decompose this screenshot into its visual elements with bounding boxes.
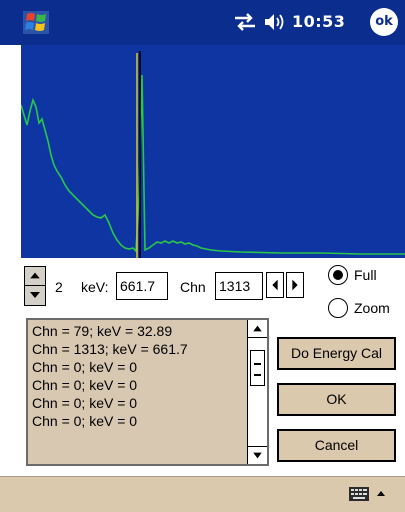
radio-zoom[interactable] <box>328 298 348 318</box>
list-item[interactable]: Chn = 0; keV = 0 <box>32 413 138 429</box>
triangle-down-icon <box>253 452 262 459</box>
chevron-up-icon[interactable] <box>374 487 388 501</box>
chn-input[interactable]: 1313 <box>215 272 263 300</box>
list-scrollbar[interactable] <box>247 320 267 464</box>
ok-title-button[interactable]: ok <box>370 8 398 36</box>
triangle-left-icon <box>272 279 278 291</box>
do-energy-cal-button[interactable]: Do Energy Cal <box>277 337 396 370</box>
triangle-up-icon <box>253 325 262 332</box>
list-item[interactable]: Chn = 0; keV = 0 <box>32 377 138 393</box>
ok-button[interactable]: OK <box>277 383 396 416</box>
scroll-down-button[interactable] <box>248 446 267 464</box>
scroll-thumb[interactable] <box>250 350 265 386</box>
triangle-down-icon <box>30 292 40 298</box>
spin-up-button[interactable] <box>25 267 45 286</box>
scroll-up-button[interactable] <box>248 320 267 338</box>
triangle-up-icon <box>30 272 40 279</box>
kev-input[interactable]: 661.7 <box>116 272 168 300</box>
spin-value: 2 <box>55 279 63 295</box>
chn-left-button[interactable] <box>266 272 284 298</box>
radio-zoom-label: Zoom <box>354 300 390 316</box>
list-item[interactable]: Chn = 1313; keV = 661.7 <box>32 341 188 357</box>
keyboard-icon[interactable] <box>348 486 370 502</box>
radio-full[interactable] <box>328 265 348 285</box>
windows-logo-icon[interactable] <box>21 9 51 36</box>
channel-spinner[interactable] <box>24 266 46 306</box>
spectrum-plot[interactable] <box>21 45 405 258</box>
connectivity-icon[interactable] <box>232 12 258 32</box>
spectrum-trace <box>21 74 405 255</box>
radio-full-label: Full <box>354 267 377 283</box>
triangle-right-icon <box>292 279 298 291</box>
title-bar: 10:53 ok <box>0 0 405 45</box>
list-item[interactable]: Chn = 79; keV = 32.89 <box>32 323 173 339</box>
clock-time[interactable]: 10:53 <box>292 12 346 31</box>
calibration-list-lines: Chn = 79; keV = 32.89 Chn = 1313; keV = … <box>32 322 244 430</box>
chn-right-button[interactable] <box>286 272 304 298</box>
list-item[interactable]: Chn = 0; keV = 0 <box>32 359 138 375</box>
cancel-button[interactable]: Cancel <box>277 429 396 462</box>
calibration-list[interactable]: Chn = 79; keV = 32.89 Chn = 1313; keV = … <box>26 318 269 466</box>
list-item[interactable]: Chn = 0; keV = 0 <box>32 395 138 411</box>
kev-label: keV: <box>81 279 109 295</box>
volume-icon[interactable] <box>263 12 287 32</box>
chn-label: Chn <box>180 279 206 295</box>
spin-down-button[interactable] <box>25 286 45 305</box>
menu-bar <box>0 476 405 512</box>
